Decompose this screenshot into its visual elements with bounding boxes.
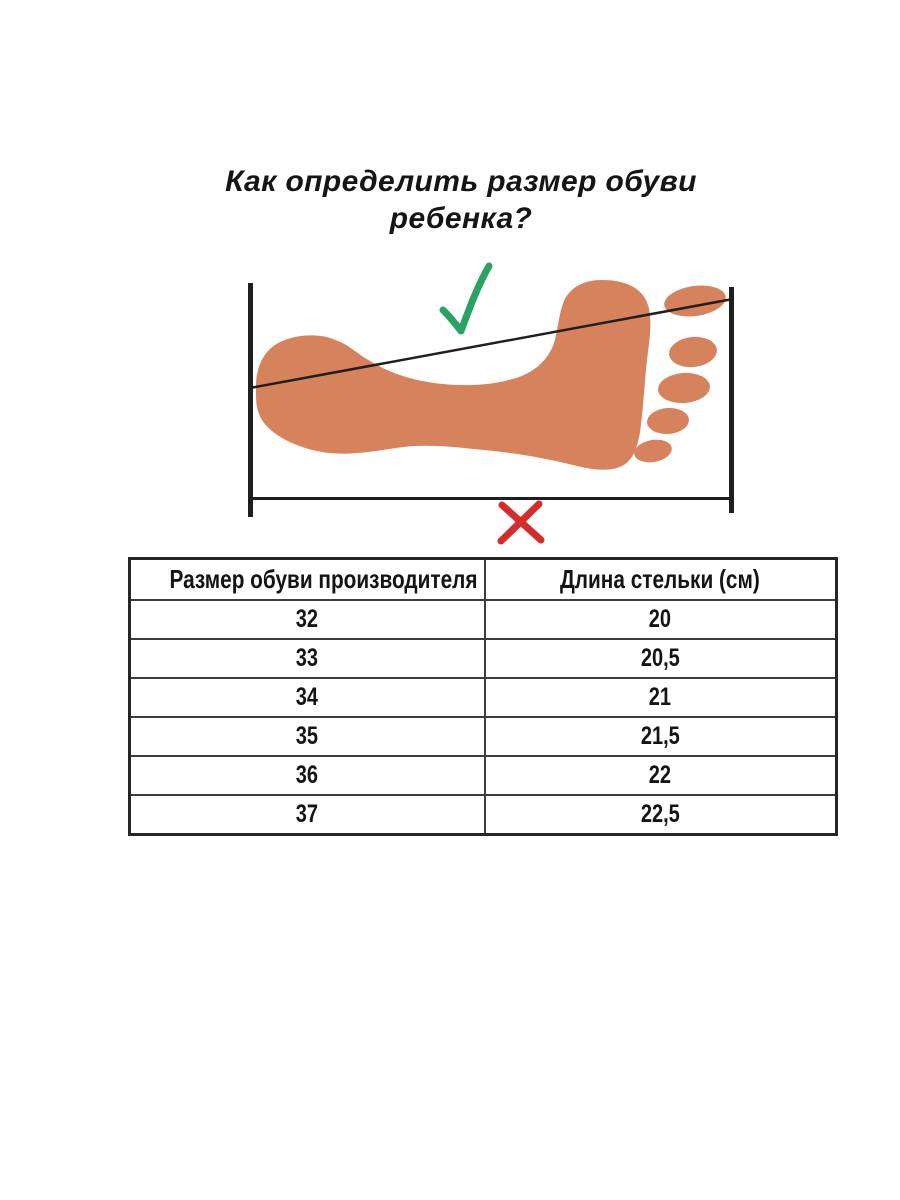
insole-cell: 20 (483, 599, 838, 640)
table-header-row: Размер обуви производителя Длина стельки… (128, 557, 838, 601)
col-header-size: Размер обуви производителя (128, 557, 486, 601)
table-row: 37 22,5 (128, 794, 838, 836)
size-cell: 37 (128, 794, 486, 836)
toe-oval-4 (647, 407, 689, 435)
page-title: Как определить размер обуви ребенка? (0, 163, 900, 237)
insole-cell: 21 (483, 677, 838, 718)
toe-oval-3 (658, 372, 710, 404)
size-cell: 34 (128, 677, 486, 718)
check-icon (439, 262, 493, 335)
col-header-size-label: Размер обуви производителя (169, 564, 478, 594)
insole-cell: 20,5 (483, 638, 838, 679)
diagonal-measure-line (249, 297, 734, 390)
table-row: 34 21 (128, 677, 838, 718)
size-cell: 36 (128, 755, 486, 796)
table-row: 36 22 (128, 755, 838, 796)
size-cell: 32 (128, 599, 486, 640)
foot-shape (255, 280, 651, 470)
page-title-line-2: ребенка? (389, 202, 533, 235)
cross-icon (497, 500, 545, 545)
insole-cell: 22,5 (483, 794, 838, 836)
toe-oval-2 (669, 336, 717, 368)
page-title-line-1: Как определить размер обуви (225, 165, 697, 198)
table-row: 33 20,5 (128, 638, 838, 679)
size-cell: 33 (128, 638, 486, 679)
col-header-insole-label: Длина стельки (см) (560, 564, 761, 594)
foot-measurement-figure (235, 250, 745, 550)
size-cell: 35 (128, 716, 486, 757)
table-row: 32 20 (128, 599, 838, 640)
foot-measurement-svg (248, 262, 734, 545)
shoe-size-table: Размер обуви производителя Длина стельки… (128, 557, 838, 836)
col-header-insole: Длина стельки (см) (483, 557, 838, 601)
table-row: 35 21,5 (128, 716, 838, 757)
insole-cell: 22 (483, 755, 838, 796)
insole-cell: 21,5 (483, 716, 838, 757)
toe-oval-5 (634, 439, 672, 463)
